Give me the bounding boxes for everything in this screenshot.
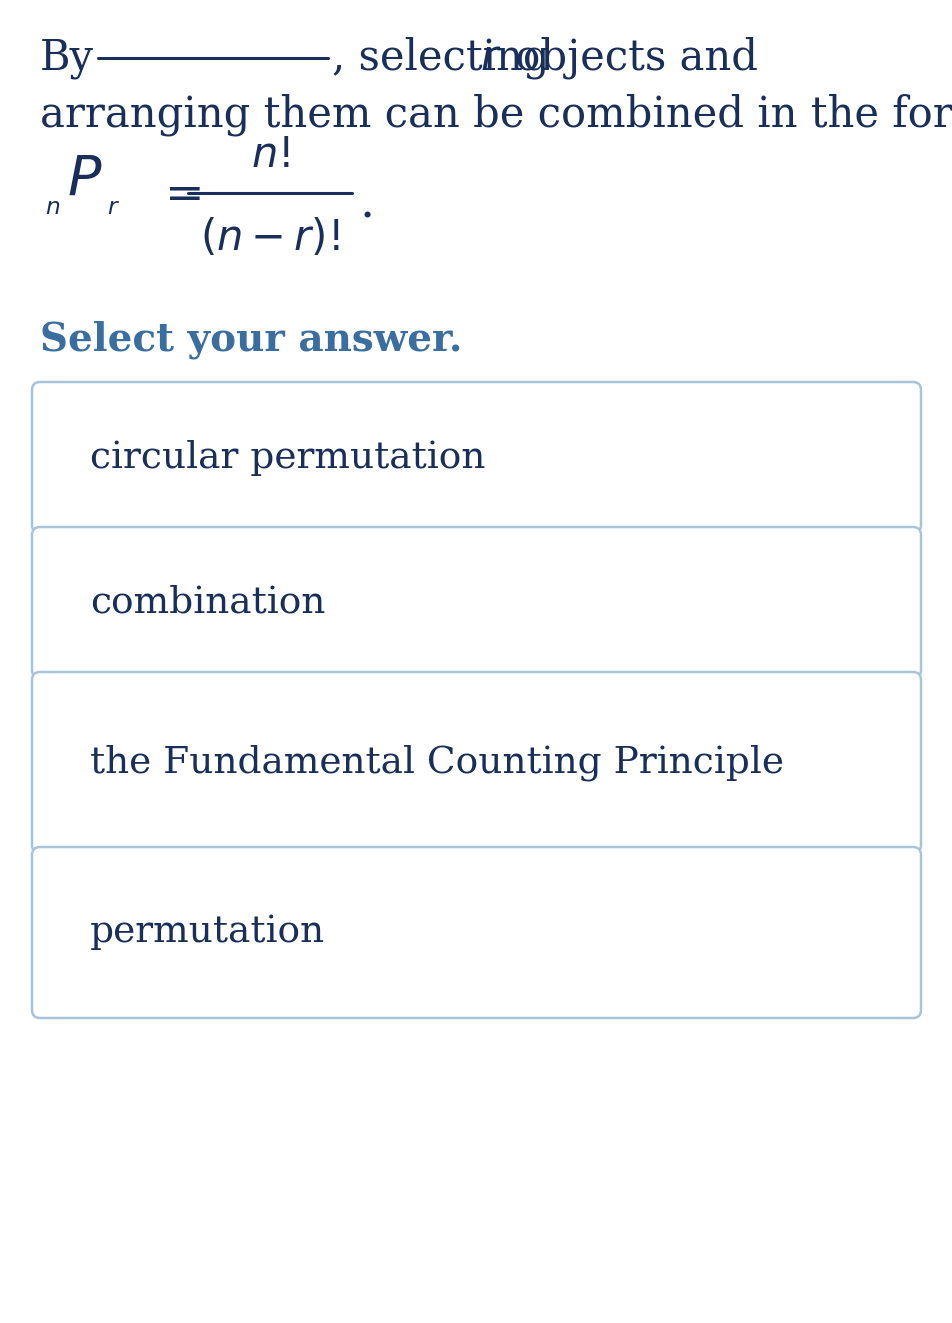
Text: $=$: $=$ (155, 171, 201, 216)
Text: arranging them can be combined in the formula: arranging them can be combined in the fo… (40, 94, 952, 136)
FancyBboxPatch shape (32, 847, 920, 1017)
Text: the Fundamental Counting Principle: the Fundamental Counting Principle (89, 745, 783, 781)
FancyBboxPatch shape (32, 527, 920, 677)
Text: circular permutation: circular permutation (89, 439, 485, 475)
Text: Select your answer.: Select your answer. (40, 320, 462, 360)
Text: $P$: $P$ (67, 152, 102, 206)
Text: , selecting: , selecting (331, 37, 558, 79)
Text: permutation: permutation (89, 914, 325, 950)
Text: .: . (360, 183, 374, 228)
FancyBboxPatch shape (32, 382, 920, 533)
Text: combination: combination (89, 585, 325, 620)
Text: $(n - r)!$: $(n - r)!$ (200, 217, 339, 259)
FancyBboxPatch shape (32, 672, 920, 853)
Text: $_n$: $_n$ (45, 185, 61, 217)
Text: $_r$: $_r$ (107, 185, 120, 217)
Text: objects and: objects and (502, 37, 757, 79)
Text: $r$: $r$ (480, 37, 501, 79)
Text: By: By (40, 37, 94, 79)
Text: $n!$: $n!$ (250, 134, 289, 176)
